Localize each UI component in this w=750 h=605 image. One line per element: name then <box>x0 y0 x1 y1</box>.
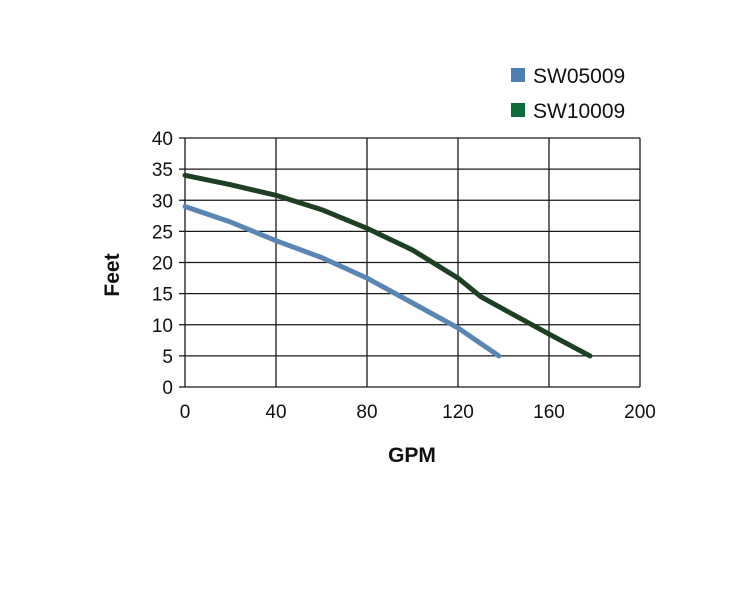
x-tick-label: 40 <box>265 402 286 423</box>
y-tick-label: 0 <box>162 378 173 399</box>
x-tick-label: 160 <box>533 402 565 423</box>
x-tick-label: 200 <box>624 402 656 423</box>
x-tick-label: 0 <box>180 402 191 423</box>
y-tick-labels: 0 5 10 15 20 25 30 35 40 <box>152 129 173 399</box>
y-tick-label: 25 <box>152 222 173 243</box>
y-tick-label: 40 <box>152 129 173 150</box>
x-axis-title: GPM <box>388 444 436 467</box>
y-tick-label: 35 <box>152 160 173 181</box>
y-axis-title: Feet <box>101 253 124 296</box>
y-tick-label: 20 <box>152 254 173 275</box>
y-tick-label: 5 <box>162 347 173 368</box>
x-tick-labels: 0 40 80 120 160 200 <box>180 402 656 423</box>
legend-swatch-sw05009 <box>511 68 525 82</box>
y-tick-label: 30 <box>152 191 173 212</box>
y-tick-label: 15 <box>152 285 173 306</box>
legend-swatch-sw10009 <box>511 103 525 117</box>
x-tick-label: 80 <box>356 402 377 423</box>
legend: SW05009 SW10009 <box>511 65 625 123</box>
legend-label-sw10009: SW10009 <box>533 100 625 123</box>
legend-label-sw05009: SW05009 <box>533 65 625 88</box>
y-tick-label: 10 <box>152 316 173 337</box>
x-tick-label: 120 <box>442 402 474 423</box>
